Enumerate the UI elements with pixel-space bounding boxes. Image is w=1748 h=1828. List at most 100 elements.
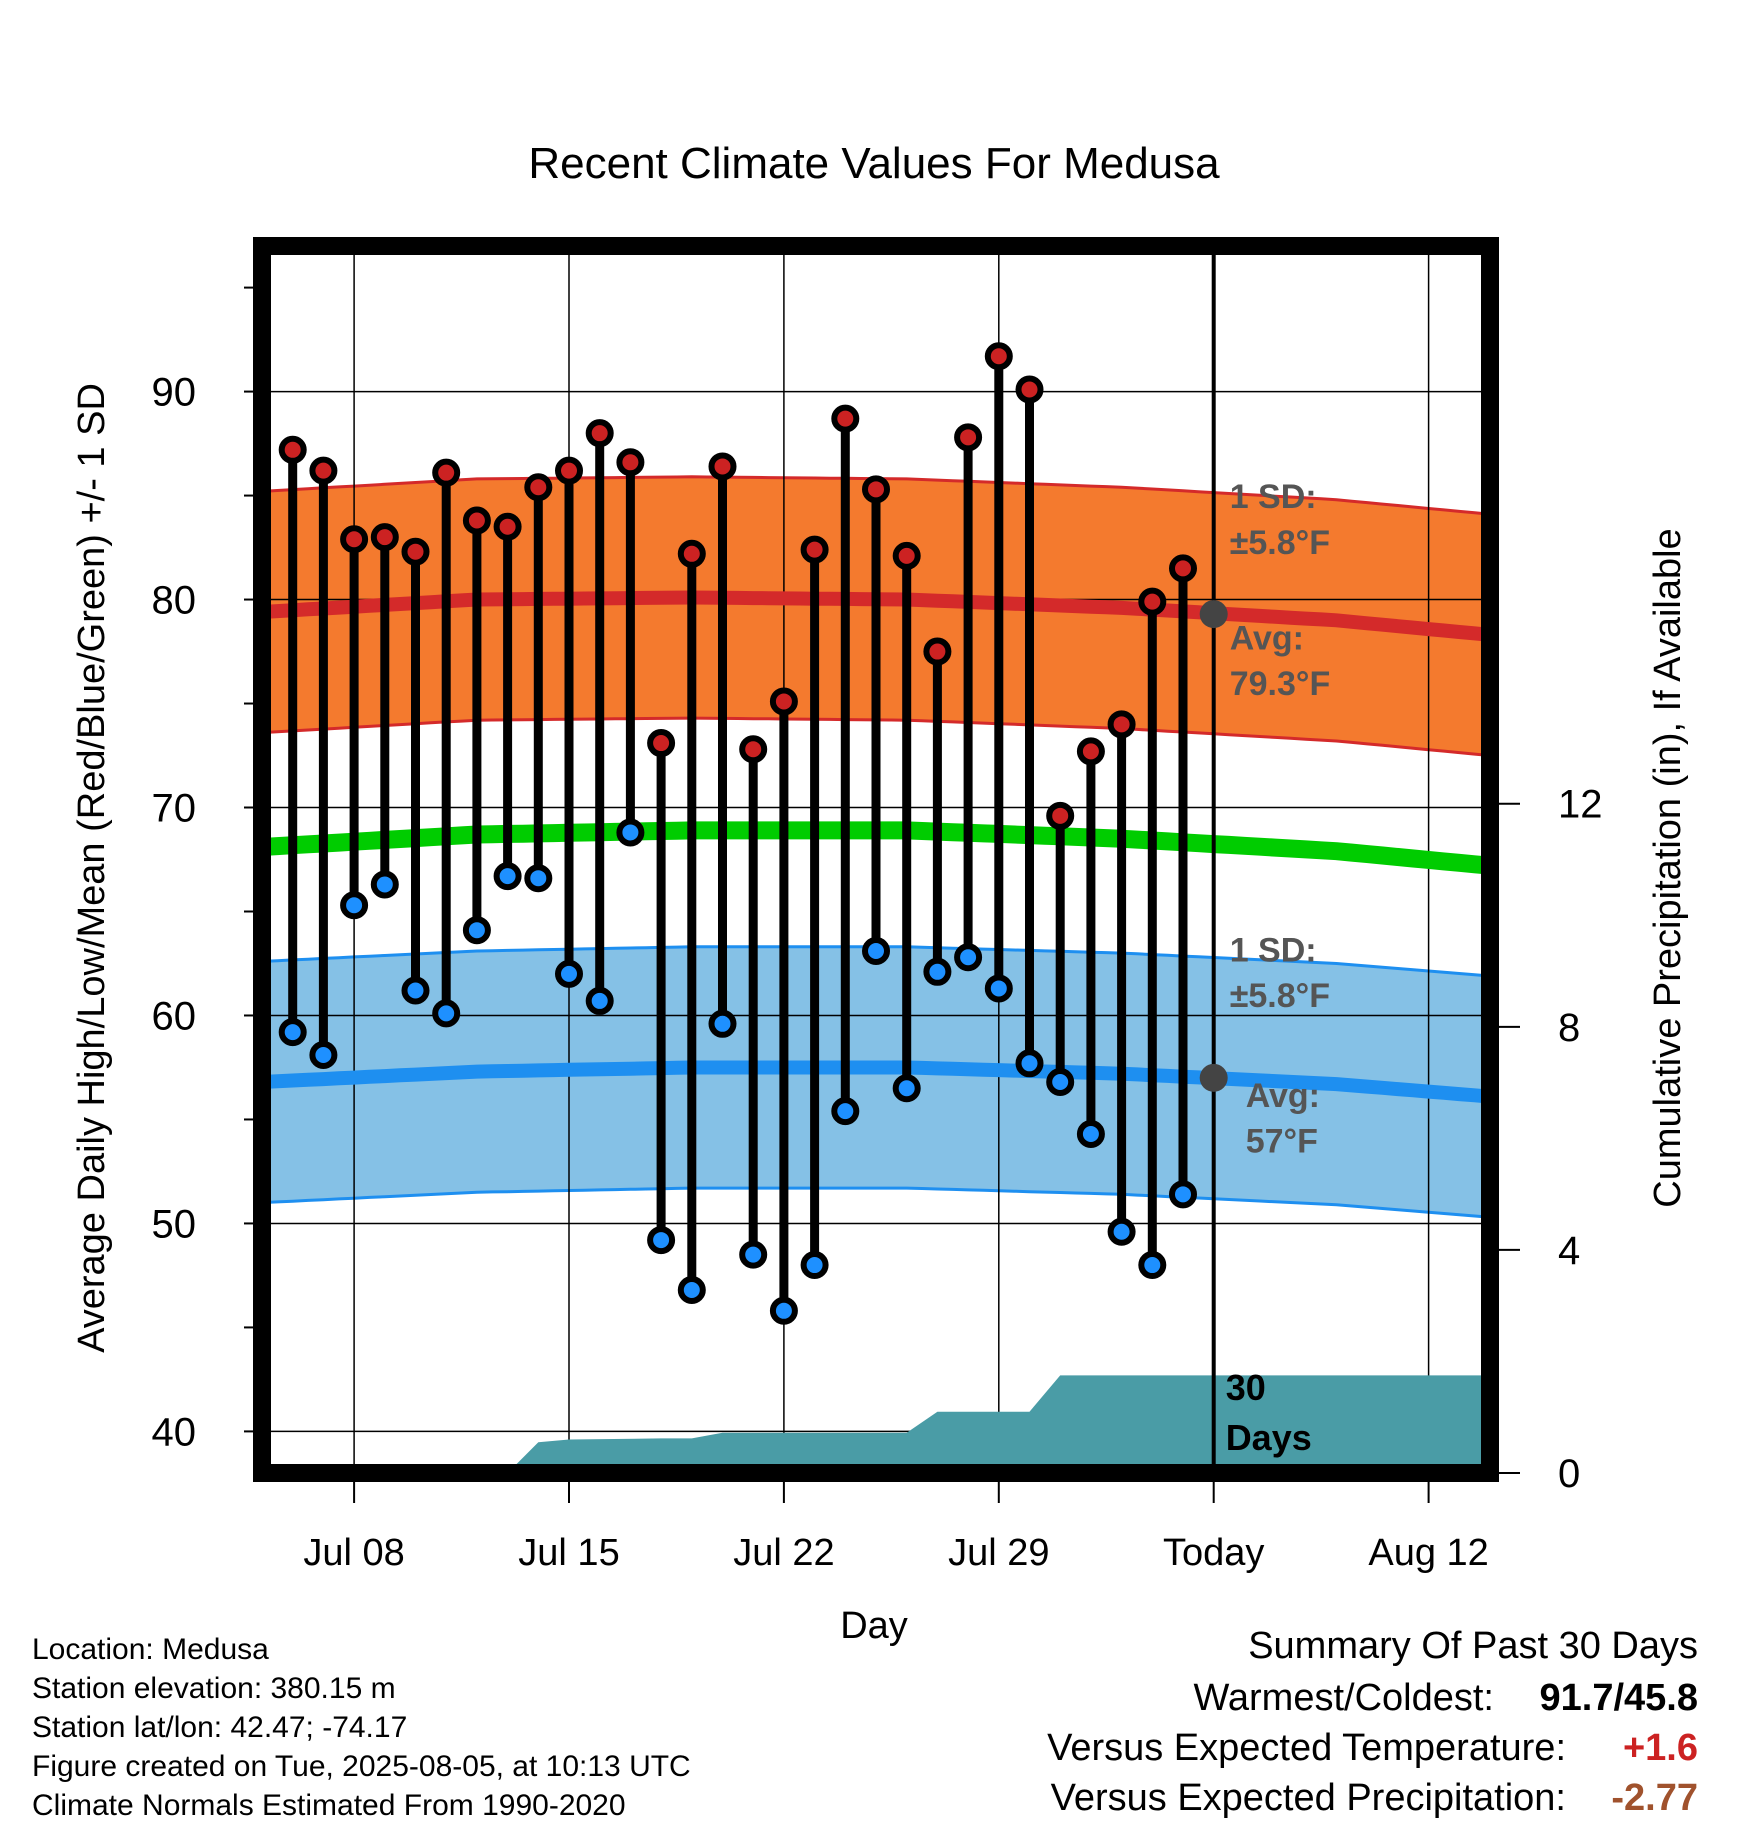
low-point bbox=[831, 1097, 860, 1126]
high-point bbox=[524, 473, 553, 502]
summary-panel: Summary Of Past 30 Days Warmest/Coldest:… bbox=[1047, 1625, 1698, 1819]
high-point bbox=[370, 523, 399, 552]
high-point bbox=[739, 735, 768, 764]
high-sd-value: ±5.8°F bbox=[1230, 524, 1330, 562]
info-location: Location: Medusa bbox=[32, 1633, 269, 1666]
low-point bbox=[984, 974, 1013, 1003]
daily-obs-5 bbox=[432, 458, 461, 1028]
high-point bbox=[340, 525, 369, 554]
info-elevation: Station elevation: 380.15 m bbox=[32, 1672, 396, 1705]
y-tick-label: 50 bbox=[152, 1202, 197, 1246]
high-point bbox=[585, 419, 614, 448]
daily-obs-17 bbox=[800, 535, 829, 1280]
high-avg-label: Avg: bbox=[1230, 619, 1304, 657]
cumulative-precip-area bbox=[262, 1375, 1490, 1473]
low-point bbox=[309, 1040, 338, 1069]
daily-obs-15 bbox=[739, 735, 768, 1269]
summary-temp-label: Versus Expected Temperature: bbox=[1047, 1727, 1566, 1769]
daily-obs-10 bbox=[585, 419, 614, 1015]
low-point bbox=[800, 1251, 829, 1280]
low-point bbox=[647, 1226, 676, 1255]
high-point bbox=[769, 687, 798, 716]
y-axis-label: Average Daily High/Low/Mean (Red/Blue/Gr… bbox=[71, 383, 113, 1353]
high-point bbox=[555, 456, 583, 485]
daily-obs-19 bbox=[862, 475, 890, 966]
daily-obs-14 bbox=[708, 452, 737, 1038]
daily-obs-6 bbox=[462, 506, 491, 945]
low-point bbox=[555, 959, 583, 988]
high-point bbox=[1076, 737, 1105, 766]
low-point bbox=[954, 943, 983, 972]
daily-obs-20 bbox=[892, 541, 921, 1103]
low-point bbox=[585, 986, 614, 1015]
summary-temp-value: +1.6 bbox=[1623, 1727, 1698, 1769]
avg-low-line bbox=[262, 1060, 1490, 1104]
daily-obs-21 bbox=[923, 637, 952, 986]
plot-frame bbox=[253, 237, 1499, 1482]
high-point bbox=[923, 637, 952, 666]
high-point bbox=[616, 448, 645, 477]
high-point bbox=[954, 423, 983, 452]
y2-tick-label: 0 bbox=[1558, 1452, 1580, 1496]
low-point bbox=[278, 1018, 307, 1047]
high-avg-value: 79.3°F bbox=[1230, 665, 1331, 703]
high-point bbox=[1046, 801, 1075, 830]
low-point bbox=[739, 1240, 768, 1269]
y-tick-label: 60 bbox=[152, 994, 197, 1038]
low-point bbox=[432, 999, 461, 1028]
low-point bbox=[892, 1074, 921, 1103]
y-tick-label: 40 bbox=[152, 1410, 197, 1454]
y-tick-label: 90 bbox=[152, 371, 197, 415]
info-latlon: Station lat/lon: 42.47; -74.17 bbox=[32, 1711, 407, 1744]
daily-obs-22 bbox=[954, 423, 983, 972]
daily-obs-8 bbox=[524, 473, 553, 893]
low-point bbox=[769, 1296, 798, 1325]
low-point bbox=[1046, 1068, 1075, 1097]
high-sd-label: 1 SD: bbox=[1230, 478, 1317, 516]
summary-warmest-label: Warmest/Coldest: bbox=[1193, 1677, 1494, 1719]
today-high-avg-marker bbox=[1199, 600, 1228, 629]
high-point bbox=[1138, 587, 1167, 616]
low-avg-value: 57°F bbox=[1246, 1123, 1318, 1161]
daily-obs-3 bbox=[370, 523, 399, 899]
summary-warmest-value: 91.7/45.8 bbox=[1540, 1677, 1698, 1719]
high-point bbox=[677, 539, 706, 568]
info-created: Figure created on Tue, 2025-08-05, at 10… bbox=[32, 1750, 691, 1783]
x-axis-label: Day bbox=[840, 1605, 908, 1647]
y2-axis-label: Cumulative Precipitation (in), If Availa… bbox=[1647, 528, 1689, 1207]
low-avg-label: Avg: bbox=[1246, 1077, 1320, 1115]
daily-obs-27 bbox=[1107, 710, 1136, 1246]
y2-tick-label: 4 bbox=[1558, 1229, 1580, 1273]
high-point bbox=[862, 475, 890, 504]
daily-obs-12 bbox=[647, 729, 676, 1255]
daily-obs-4 bbox=[401, 537, 430, 1005]
low-point bbox=[370, 870, 399, 899]
daily-obs-9 bbox=[555, 456, 583, 988]
daily-obs-23 bbox=[984, 342, 1013, 1003]
daily-obs-16 bbox=[769, 687, 798, 1325]
high-point bbox=[800, 535, 829, 564]
daily-obs-24 bbox=[1015, 375, 1044, 1078]
high-point bbox=[647, 729, 676, 758]
low-point bbox=[1107, 1217, 1136, 1246]
high-point bbox=[831, 404, 860, 433]
low-point bbox=[524, 864, 553, 893]
today-low-avg-marker bbox=[1199, 1063, 1228, 1092]
daily-obs-2 bbox=[340, 525, 369, 920]
daily-obs-1 bbox=[309, 456, 338, 1069]
low-sd-label: 1 SD: bbox=[1230, 931, 1317, 969]
precip-label-days-number: 30 bbox=[1226, 1367, 1266, 1408]
low-point bbox=[708, 1009, 737, 1038]
daily-obs-25 bbox=[1046, 801, 1075, 1097]
chart-title: Recent Climate Values For Medusa bbox=[528, 139, 1220, 188]
x-tick-label: Jul 08 bbox=[303, 1532, 404, 1574]
low-point bbox=[493, 862, 522, 891]
daily-obs-7 bbox=[493, 512, 522, 891]
high-point bbox=[278, 435, 307, 464]
high-point bbox=[432, 458, 461, 487]
low-point bbox=[1015, 1049, 1044, 1078]
summary-precip-value: -2.77 bbox=[1611, 1777, 1698, 1819]
x-tick-label: Today bbox=[1163, 1532, 1264, 1574]
high-point bbox=[493, 512, 522, 541]
daily-obs-26 bbox=[1076, 737, 1105, 1149]
